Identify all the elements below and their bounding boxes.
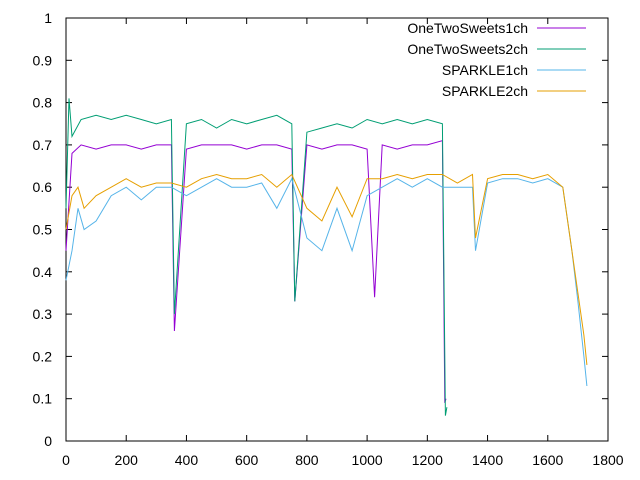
legend-label: OneTwoSweets2ch [407,41,528,57]
series-line-SPARKLE2ch [65,173,588,365]
y-tick-label: 0 [44,433,52,449]
x-tick-label: 1800 [592,452,623,468]
y-tick-label: 0.5 [33,222,53,238]
x-tick-label: 0 [62,452,70,468]
x-tick-label: 1200 [412,452,443,468]
y-tick-label: 1 [44,10,52,26]
legend-label: SPARKLE1ch [442,62,528,78]
legend-label: SPARKLE2ch [442,83,528,99]
x-tick-label: 1400 [472,452,503,468]
x-tick-label: 1000 [352,452,383,468]
x-tick-label: 800 [295,452,319,468]
x-tick-label: 600 [235,452,259,468]
series-line-SPARKLE1ch [65,177,588,387]
x-tick-label: 400 [175,452,199,468]
legend: OneTwoSweets1ch OneTwoSweets2ch SPARKLE1ch… [407,20,586,99]
series-lines [65,98,588,416]
y-tick-label: 0.3 [33,306,53,322]
legend-label: OneTwoSweets1ch [407,20,528,36]
y-axis-ticks: 0 0.1 0.2 0.3 0.4 0.5 0.6 0.7 0.8 0.9 1 [33,10,608,449]
y-tick-label: 0.1 [33,391,53,407]
y-tick-label: 0.4 [33,264,53,280]
plot-frame [65,17,609,442]
x-tick-label: 200 [115,452,139,468]
x-axis-ticks: 0 200 400 600 800 1000 1200 1400 1600 1800 [62,18,624,468]
y-tick-label: 0.9 [33,52,53,68]
y-tick-label: 0.7 [33,137,53,153]
series-line-OneTwoSweets2ch [65,98,448,416]
series-line-OneTwoSweets1ch [65,140,447,404]
y-tick-label: 0.6 [33,179,53,195]
y-tick-label: 0.2 [33,348,53,364]
x-tick-label: 1600 [532,452,563,468]
y-tick-label: 0.8 [33,95,53,111]
